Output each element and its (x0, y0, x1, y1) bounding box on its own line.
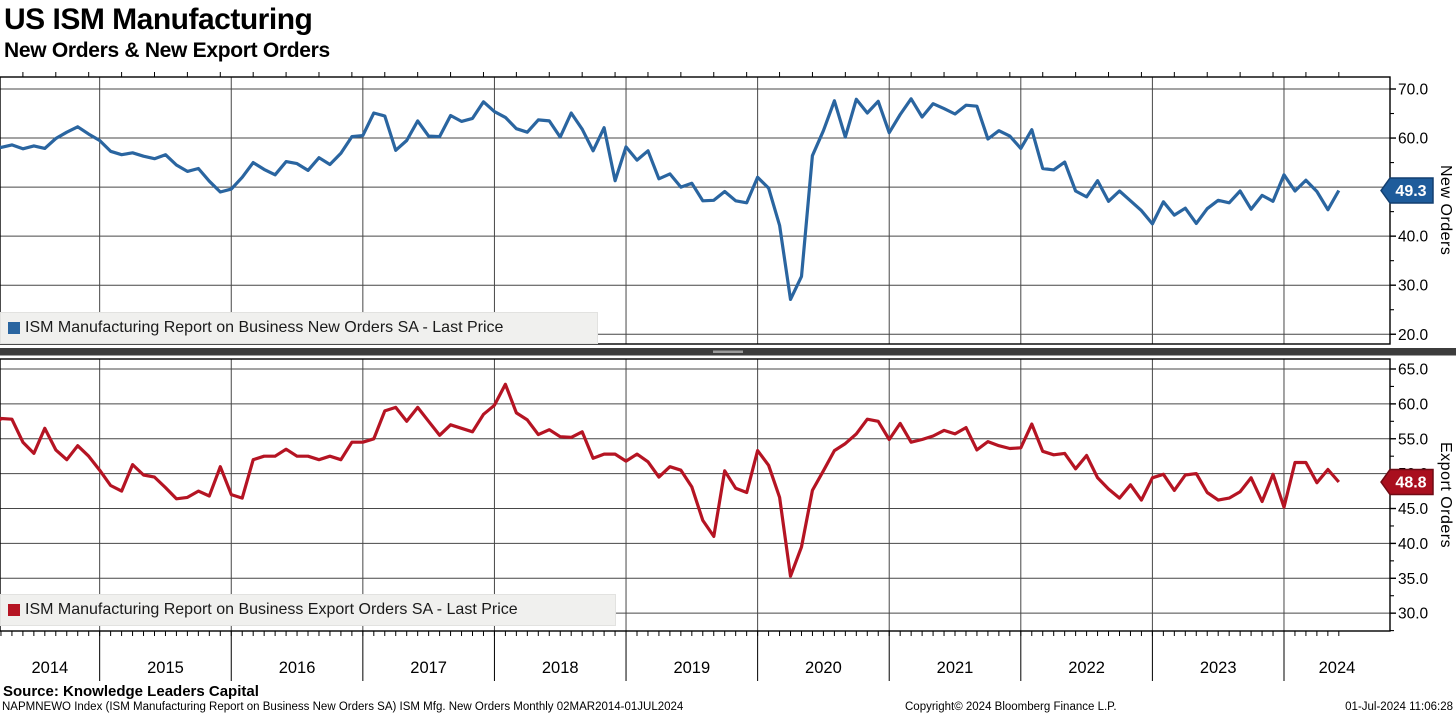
right-axis-title-new-orders: New Orders (1437, 165, 1454, 256)
panel-frame (0, 76, 1391, 345)
page-subtitle: New Orders & New Export Orders (4, 39, 330, 62)
y-tick-label: 30.0 (1398, 606, 1429, 623)
last-price-value: 48.8 (1395, 475, 1426, 492)
y-tick-label: 40.0 (1398, 536, 1429, 553)
y-tick-label: 20.0 (1398, 327, 1429, 344)
y-tick-label: 55.0 (1398, 431, 1429, 448)
export-orders-line[interactable] (0, 382, 1341, 578)
y-tick-label: 35.0 (1398, 571, 1429, 588)
panel-export-orders: 65.060.055.050.045.040.035.030.048.8 (0, 358, 1434, 632)
x-tick-label-2022: 2022 (1068, 659, 1105, 677)
x-tick-label-2015: 2015 (147, 659, 184, 677)
x-tick-label-2020: 2020 (805, 659, 842, 677)
legend-label-new-orders: ISM Manufacturing Report on Business New… (25, 319, 504, 336)
legend-new-orders[interactable]: ISM Manufacturing Report on Business New… (0, 312, 598, 344)
last-price-badge-export-orders[interactable]: 48.8 (1380, 468, 1434, 496)
x-tick-label-2024: 2024 (1319, 659, 1356, 677)
y-tick-label: 60.0 (1398, 396, 1429, 413)
x-tick-label-2017: 2017 (410, 659, 447, 677)
x-tick-label-2023: 2023 (1200, 659, 1237, 677)
page-title: US ISM Manufacturing (4, 3, 313, 36)
source-credit: Source: Knowledge Leaders Capital (3, 683, 259, 700)
right-axis-title-export-orders: Export Orders (1437, 441, 1454, 549)
timestamp: 01-Jul-2024 11:06:28 (1345, 701, 1453, 713)
security-description: NAPMNEWO Index (ISM Manufacturing Report… (2, 701, 684, 713)
splitter-handle-icon (713, 350, 743, 353)
x-tick-label-2014: 2014 (31, 659, 68, 677)
x-tick-label-2016: 2016 (279, 659, 316, 677)
y-tick-label: 70.0 (1398, 82, 1429, 99)
x-tick-label-2021: 2021 (937, 659, 974, 677)
y-tick-label: 40.0 (1398, 229, 1429, 246)
x-tick-label-2018: 2018 (542, 659, 579, 677)
panel-new-orders: 70.060.050.040.030.020.049.3 (0, 76, 1434, 345)
legend-export-orders[interactable]: ISM Manufacturing Report on Business Exp… (0, 594, 616, 626)
legend-label-export-orders: ISM Manufacturing Report on Business Exp… (25, 601, 518, 618)
y-tick-label: 30.0 (1398, 278, 1429, 295)
x-tick-label-2019: 2019 (673, 659, 710, 677)
legend-swatch-export-orders-icon (8, 604, 20, 616)
bloomberg-info-bar: NAPMNEWO Index (ISM Manufacturing Report… (0, 701, 1456, 717)
new-orders-line[interactable] (0, 97, 1341, 301)
y-tick-label: 45.0 (1398, 501, 1429, 518)
last-price-badge-new-orders[interactable]: 49.3 (1380, 177, 1434, 204)
y-tick-label: 65.0 (1398, 362, 1429, 379)
chart-header: US ISM Manufacturing New Orders & New Ex… (4, 2, 330, 64)
y-tick-label: 60.0 (1398, 131, 1429, 148)
legend-swatch-new-orders-icon (8, 322, 20, 334)
copyright-text: Copyright© 2024 Bloomberg Finance L.P. (905, 701, 1117, 713)
last-price-value: 49.3 (1395, 183, 1426, 200)
